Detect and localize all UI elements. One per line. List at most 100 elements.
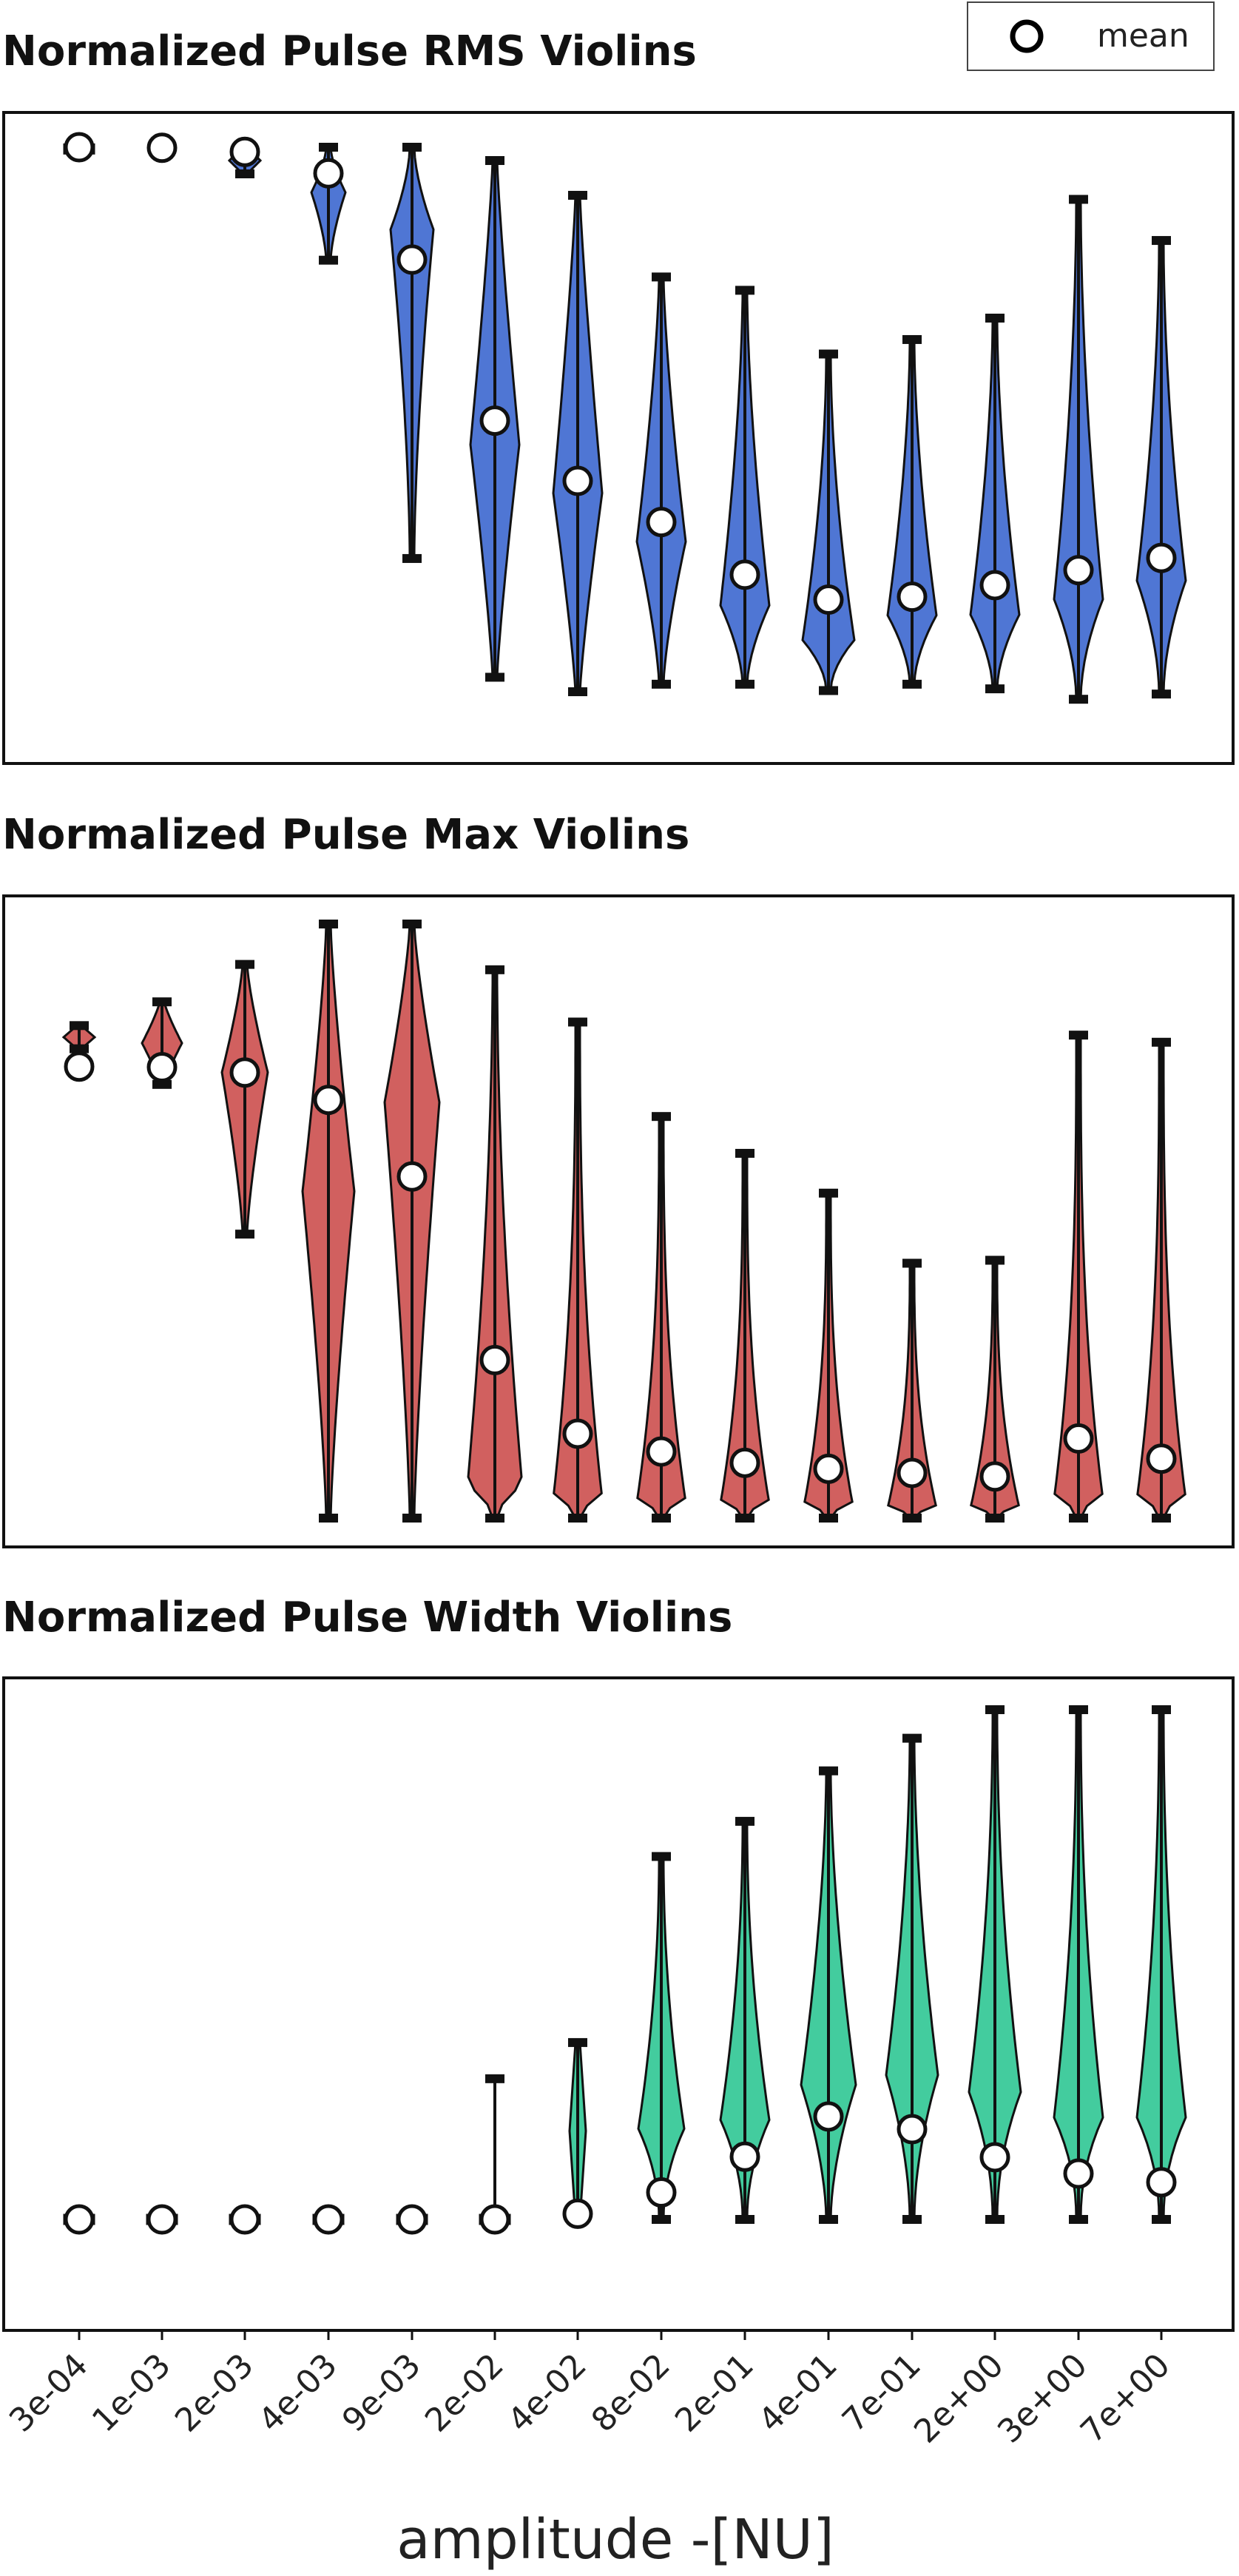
violin-mean-1-3 xyxy=(229,136,260,167)
violin-mean-2-3 xyxy=(229,1057,260,1088)
violin-max-cap-2-13 xyxy=(1069,1031,1088,1040)
x-tick-label-9: 2e-01 xyxy=(668,2347,761,2440)
violin-max-cap-3-7 xyxy=(568,2037,587,2047)
violin-max-cap-1-5 xyxy=(402,143,422,152)
violin-max-cap-3-8 xyxy=(652,1852,671,1861)
violin-max-cap-1-6 xyxy=(485,156,504,166)
x-tick-label-14: 7e+00 xyxy=(1073,2347,1178,2451)
violin-min-cap-2-1 xyxy=(70,1044,89,1053)
violin-mean-3-1 xyxy=(64,2204,95,2235)
violin-max-cap-1-14 xyxy=(1152,236,1171,246)
violin-mean-1-9 xyxy=(729,559,760,590)
violin-min-cap-2-6 xyxy=(485,1514,504,1523)
violin-max-cap-3-9 xyxy=(735,1816,754,1826)
violin-mean-3-4 xyxy=(313,2204,344,2235)
violin-mean-2-14 xyxy=(1146,1443,1177,1474)
violin-mean-3-10 xyxy=(813,2101,844,2132)
violin-mean-2-6 xyxy=(479,1344,510,1375)
legend-mean-label: mean xyxy=(1097,17,1189,55)
violin-min-cap-1-9 xyxy=(735,679,754,689)
violin-mean-3-3 xyxy=(229,2204,260,2235)
panel-1-title: Normalized Pulse RMS Violins xyxy=(2,27,697,75)
violin-mean-2-12 xyxy=(979,1461,1010,1492)
x-tick-label-7: 4e-02 xyxy=(501,2347,594,2440)
violin-mean-3-7 xyxy=(562,2198,593,2229)
violin-min-cap-2-8 xyxy=(652,1514,671,1523)
violin-max-cap-2-10 xyxy=(819,1188,838,1198)
violin-min-cap-2-7 xyxy=(568,1514,587,1523)
violin-mean-2-4 xyxy=(313,1085,344,1116)
violin-mean-3-6 xyxy=(479,2204,510,2235)
violin-min-cap-3-12 xyxy=(985,2215,1005,2224)
violin-mean-2-13 xyxy=(1063,1423,1094,1454)
violin-mean-2-11 xyxy=(897,1457,928,1488)
violin-mean-1-12 xyxy=(979,570,1010,601)
violin-mean-3-14 xyxy=(1146,2167,1177,2198)
violin-mean-3-13 xyxy=(1063,2158,1094,2189)
violin-max-cap-2-7 xyxy=(568,1017,587,1027)
violin-mean-1-7 xyxy=(562,465,593,496)
violin-max-cap-3-13 xyxy=(1069,1705,1088,1714)
violin-mean-3-9 xyxy=(729,2141,760,2172)
violin-min-cap-2-5 xyxy=(402,1514,422,1523)
legend-box xyxy=(967,1,1215,71)
violin-mean-2-8 xyxy=(646,1436,677,1467)
violin-max-cap-3-10 xyxy=(819,1766,838,1776)
violin-mean-3-2 xyxy=(146,2204,178,2235)
violin-mean-1-14 xyxy=(1146,542,1177,573)
violin-mean-3-12 xyxy=(979,2142,1010,2173)
violin-min-cap-1-7 xyxy=(568,687,587,697)
violin-min-cap-3-14 xyxy=(1152,2215,1171,2224)
panel-3-violins xyxy=(63,1705,1187,2235)
violin-mean-3-11 xyxy=(897,2114,928,2145)
violin-mean-2-10 xyxy=(813,1453,844,1484)
panel-1-frame xyxy=(2,111,1235,765)
panel-2-title: Normalized Pulse Max Violins xyxy=(2,811,689,859)
violin-min-cap-2-14 xyxy=(1152,1514,1171,1523)
violin-max-cap-2-6 xyxy=(485,965,504,974)
violin-min-cap-1-14 xyxy=(1152,689,1171,699)
violin-max-cap-2-9 xyxy=(735,1148,754,1158)
x-tick-label-5: 9e-03 xyxy=(335,2347,428,2440)
violin-min-cap-2-13 xyxy=(1069,1514,1088,1523)
x-tick-label-10: 4e-01 xyxy=(752,2347,845,2440)
violin-max-cap-1-4 xyxy=(319,143,338,152)
violin-mean-3-5 xyxy=(396,2204,428,2235)
violin-max-cap-2-11 xyxy=(902,1258,922,1268)
x-tick-label-13: 3e+00 xyxy=(990,2347,1095,2451)
violin-min-cap-1-4 xyxy=(319,255,338,265)
violin-max-cap-2-8 xyxy=(652,1112,671,1122)
violin-min-cap-2-9 xyxy=(735,1514,754,1523)
violin-mean-1-8 xyxy=(646,507,677,538)
violin-max-cap-3-14 xyxy=(1152,1705,1171,1714)
violin-min-cap-3-9 xyxy=(735,2215,754,2224)
violin-mean-2-1 xyxy=(64,1051,95,1082)
violin-max-cap-1-13 xyxy=(1069,195,1088,204)
panel-2-violins xyxy=(61,920,1186,1523)
legend-mean-marker xyxy=(1010,19,1044,53)
violin-max-cap-1-9 xyxy=(735,286,754,295)
violin-min-cap-3-8 xyxy=(652,2215,671,2224)
panel-1-violins xyxy=(63,132,1187,704)
panel-3-frame xyxy=(2,1676,1235,2332)
x-tick-label-6: 2e-02 xyxy=(418,2347,511,2440)
x-tick-label-4: 4e-03 xyxy=(251,2347,345,2440)
violin-min-cap-1-12 xyxy=(985,684,1005,694)
violin-min-cap-1-8 xyxy=(652,679,671,689)
violin-min-cap-1-5 xyxy=(402,553,422,563)
violin-mean-1-5 xyxy=(396,244,428,275)
violin-min-cap-1-10 xyxy=(819,686,838,695)
violin-mean-1-10 xyxy=(813,584,844,616)
violin-min-cap-1-6 xyxy=(485,672,504,682)
x-tick-label-2: 1e-03 xyxy=(85,2347,178,2440)
violin-max-cap-1-12 xyxy=(985,313,1005,323)
violin-max-cap-1-7 xyxy=(568,190,587,200)
violin-min-cap-1-13 xyxy=(1069,695,1088,704)
x-axis-ticks: 3e-041e-032e-034e-039e-032e-024e-028e-02… xyxy=(2,2330,1178,2450)
violin-mean-1-4 xyxy=(313,158,344,189)
violin-min-cap-1-11 xyxy=(902,679,922,689)
violin-min-cap-1-3 xyxy=(235,169,254,179)
violin-mean-1-11 xyxy=(897,581,928,613)
violin-max-cap-2-4 xyxy=(319,920,338,928)
